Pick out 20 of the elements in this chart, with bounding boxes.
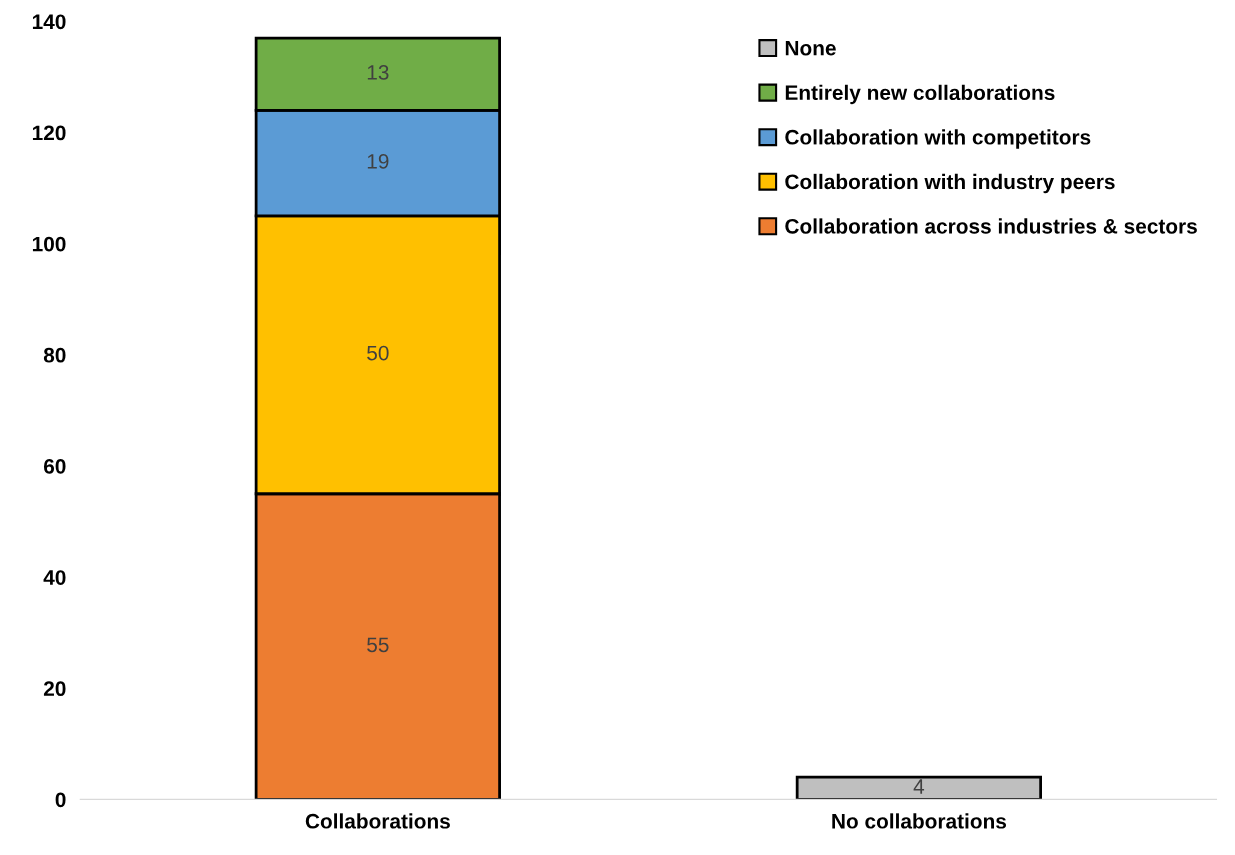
legend-label: None: [785, 41, 836, 56]
data-label: 13: [367, 65, 389, 80]
data-label: 50: [367, 345, 389, 361]
legend-label: Entirely new collaborations: [785, 84, 1055, 105]
legend-label: Collaboration across industries & sectors: [785, 218, 1197, 234]
y-tick-label: 40: [43, 570, 66, 585]
data-label: 4: [913, 779, 925, 794]
y-tick-label: 140: [32, 14, 66, 30]
x-tick-label: No collaborations: [832, 813, 1007, 829]
y-tick-label: 120: [32, 125, 66, 141]
legend-label: Collaboration with industry peers: [785, 173, 1115, 194]
y-tick-label: 0: [55, 792, 66, 808]
y-tick-label: 20: [43, 681, 66, 697]
y-tick-label: 100: [32, 236, 66, 252]
data-label: 55: [367, 637, 389, 653]
y-tick-label: 60: [43, 458, 66, 474]
y-tick-label: 80: [43, 347, 66, 363]
legend-label: Collaboration with competitors: [785, 129, 1091, 149]
data-label: 19: [367, 153, 389, 169]
x-tick-label: Collaborations: [305, 813, 450, 829]
